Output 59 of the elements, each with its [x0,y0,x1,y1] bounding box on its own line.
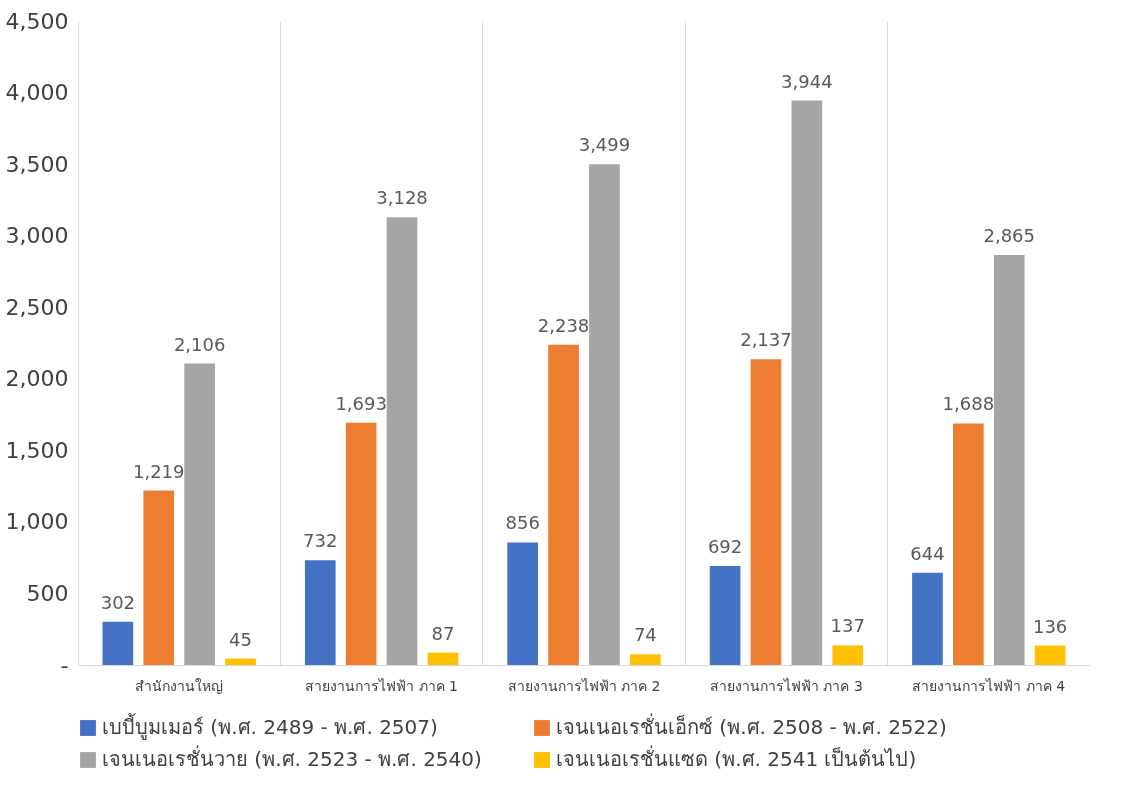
legend-label: เจนเนอเรชั่นวาย (พ.ศ. 2523 - พ.ศ. 2540) [102,745,482,771]
data-label: 856 [505,512,540,534]
bar [548,344,579,665]
y-tick-label: 4,500 [5,8,69,34]
data-label: 137 [830,615,865,637]
data-label: 2,238 [537,314,590,336]
bar [791,100,823,665]
data-label: 644 [910,542,945,564]
bar [912,572,943,665]
y-tick-label: 2,000 [5,366,69,392]
data-label: 45 [229,628,252,650]
bar [386,217,418,665]
data-label: 2,106 [173,333,226,355]
data-label: 1,219 [132,460,185,482]
legend-label: เบบี้บูมเมอร์ (พ.ศ. 2489 - พ.ศ. 2507) [102,713,438,740]
data-label: 692 [707,535,743,557]
x-tick-label: สายงานการไฟฟ้า ภาค 2 [507,677,661,694]
bar [993,254,1025,665]
x-tick-label: สายงานการไฟฟ้า ภาค 1 [305,677,459,694]
x-tick-label: สายงานการไฟฟ้า ภาค 3 [709,677,863,694]
bar [507,542,538,665]
bar [1034,645,1066,665]
data-label: 3,128 [376,187,428,209]
bar [225,658,256,665]
y-tick-label: 1,500 [5,437,69,463]
bar [102,621,134,665]
legend-label: เจนเนอเรชั่นแซด (พ.ศ. 2541 เป็นต้นไป) [556,745,917,771]
y-tick-label: 1,000 [5,509,69,535]
x-tick-label: สำนักงานใหญ่ [135,677,224,694]
bar [304,560,336,665]
bar [345,422,377,665]
y-tick-label: - [60,652,69,678]
y-tick-label: 500 [26,580,69,606]
data-label: 87 [431,622,455,644]
bar [750,359,782,665]
y-tick-label: 3,500 [5,151,69,177]
y-tick-label: 2,500 [5,294,69,320]
bar [589,164,620,665]
legend-label: เจนเนอเรชั่นเอ็กซ์ (พ.ศ. 2508 - พ.ศ. 2522) [556,713,947,739]
data-label: 2,865 [983,224,1036,246]
data-label: 302 [100,591,136,613]
data-label: 1,688 [942,393,995,415]
bar [143,490,175,665]
data-label: 136 [1032,615,1068,637]
data-label: 732 [303,530,338,552]
y-tick-label: 3,000 [5,223,69,249]
data-label: 3,499 [578,134,631,156]
bar [832,645,864,665]
data-label: 3,944 [781,70,833,92]
bar [630,654,661,665]
data-label: 74 [633,624,657,646]
x-tick-label: สายงานการไฟฟ้า ภาค 4 [912,677,1066,694]
bar [709,565,741,665]
bar [953,423,984,665]
data-label: 2,137 [740,329,792,351]
bar [427,652,459,665]
y-tick-label: 4,000 [5,80,69,106]
bar [184,363,215,665]
data-label: 1,693 [335,392,387,414]
